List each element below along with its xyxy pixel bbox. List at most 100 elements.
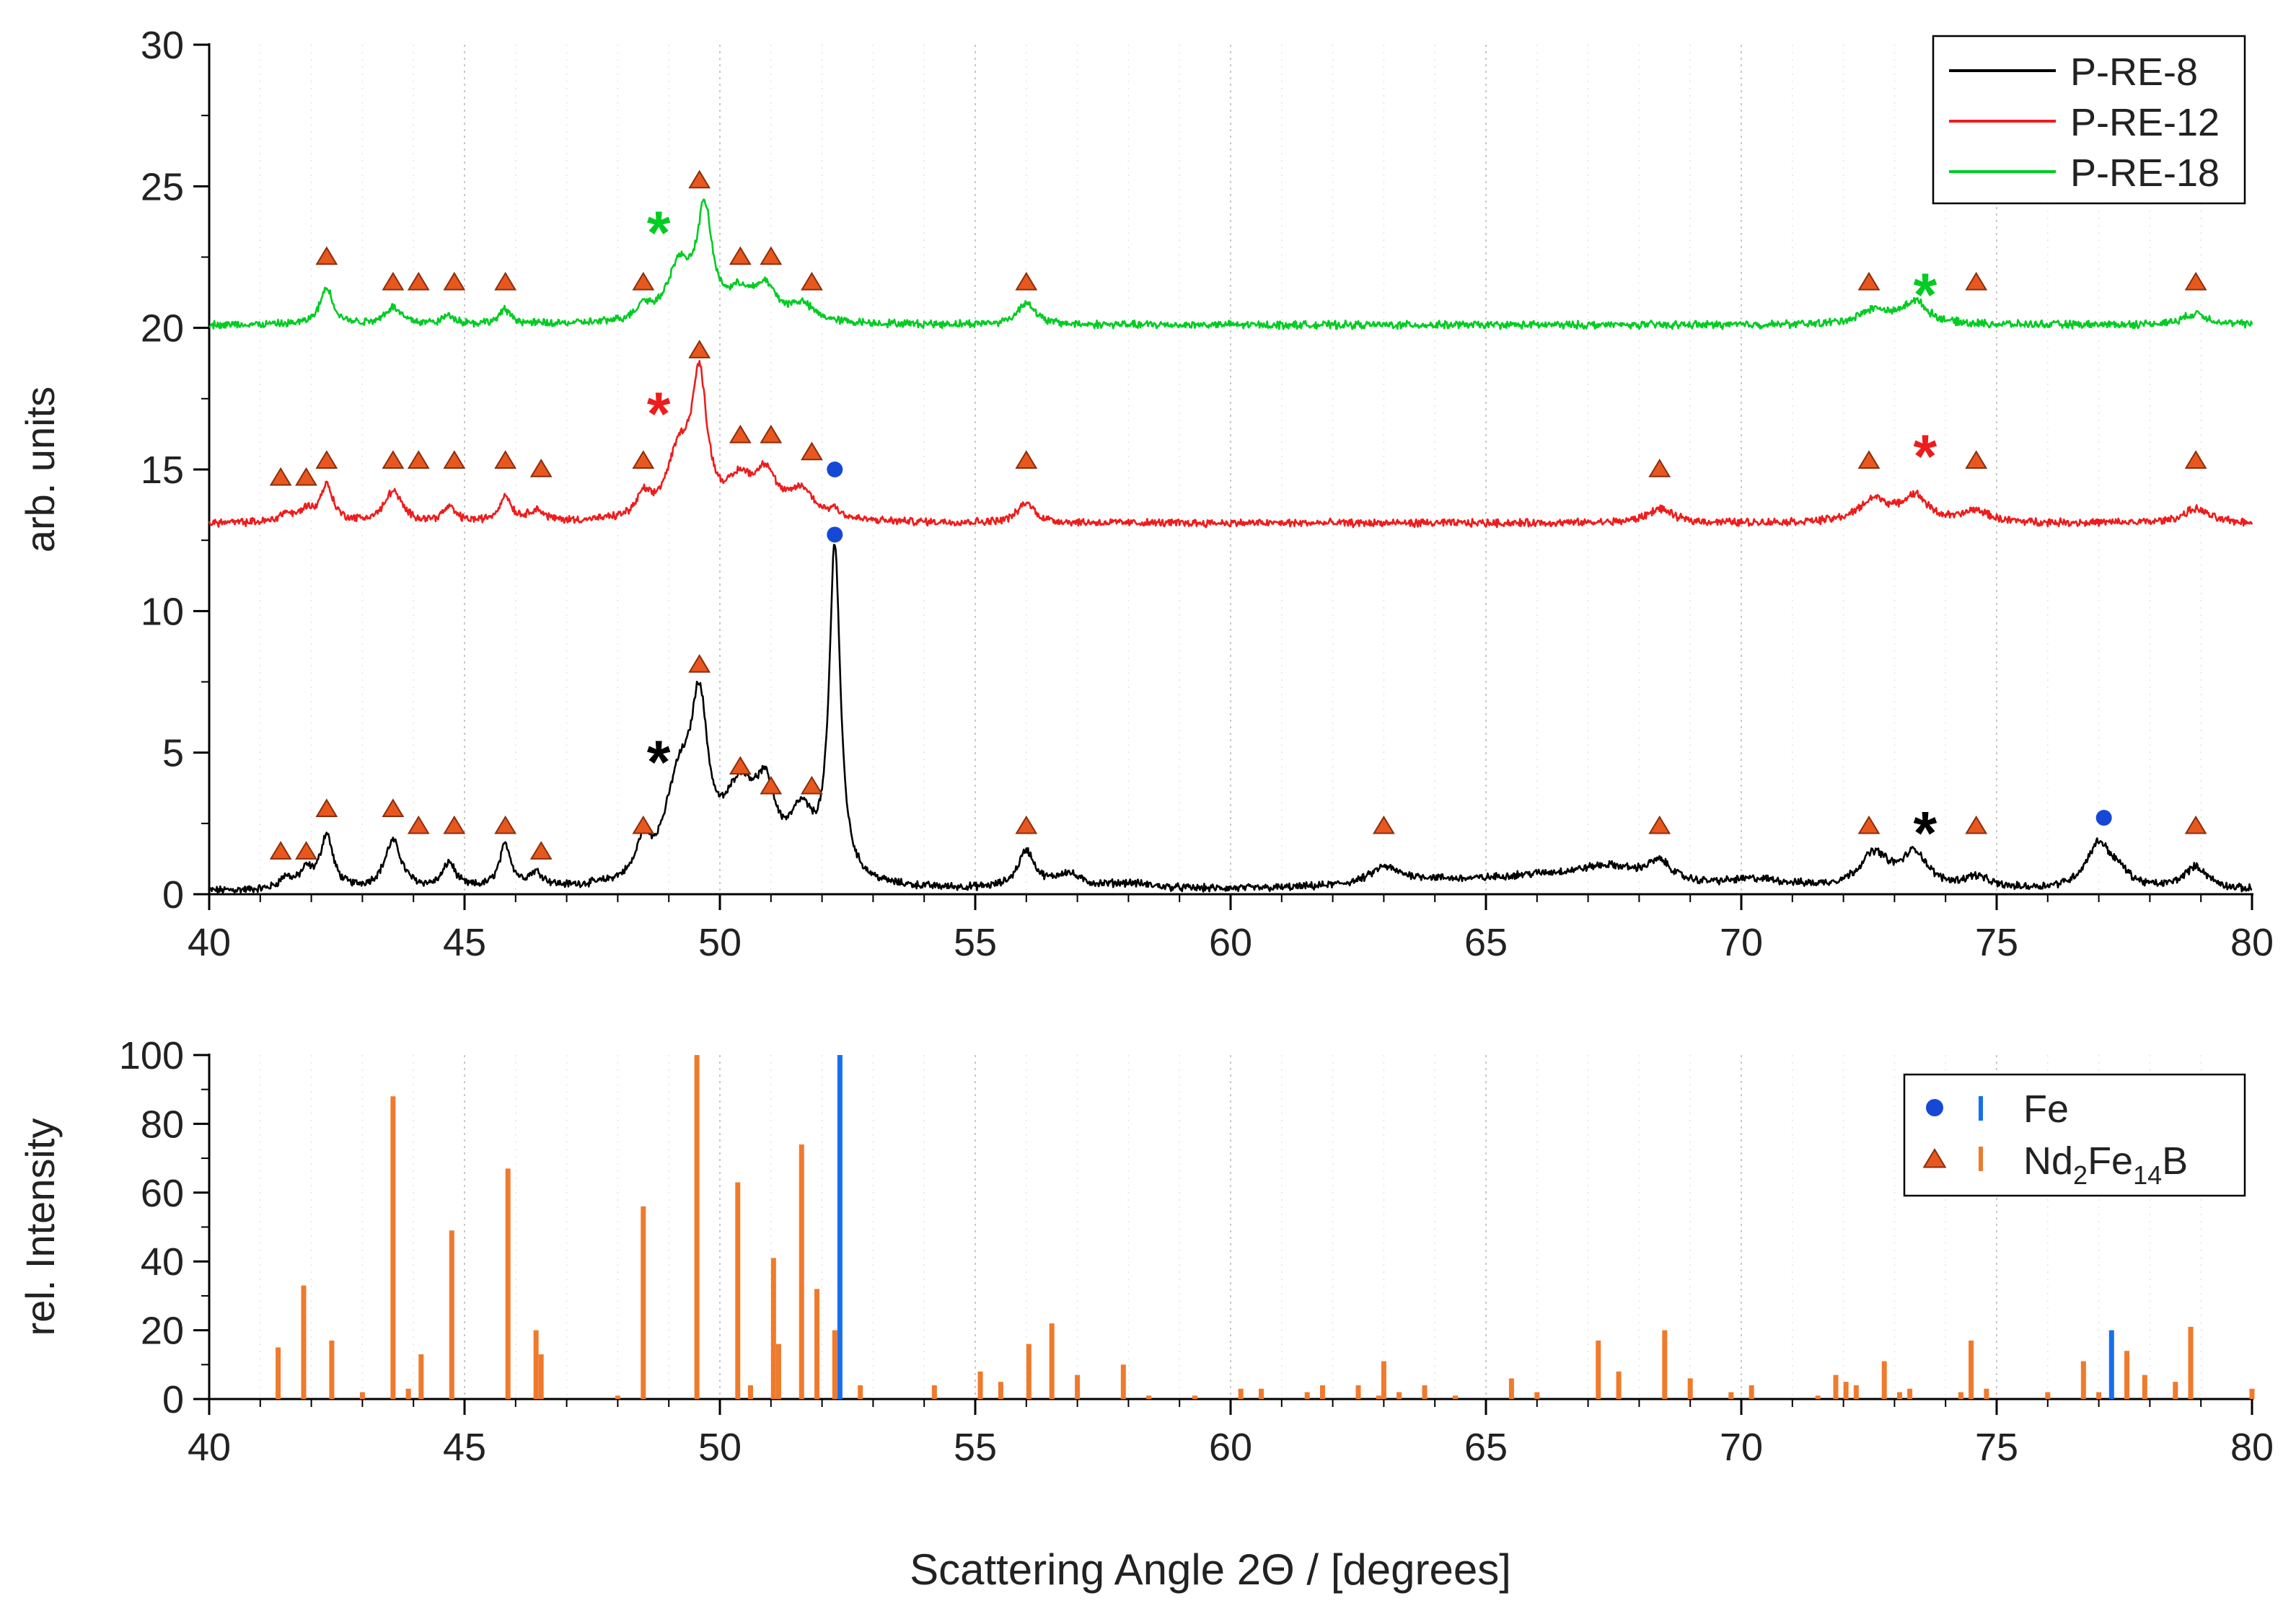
nd2fe14b-peak-marker xyxy=(1015,815,1038,834)
legend-label-nd2fe14b: Nd2Fe14B xyxy=(2023,1139,2188,1190)
top-y-tick-label: 5 xyxy=(162,732,184,775)
top-x-tick-label: 55 xyxy=(954,921,997,964)
nd2fe14b-peak-marker xyxy=(494,271,517,291)
legend-label-fe: Fe xyxy=(2023,1087,2069,1131)
nd2fe14b-reference-bar xyxy=(1749,1385,1754,1399)
nd2fe14b-reference-bar xyxy=(1508,1378,1514,1399)
nd2fe14b-peak-marker xyxy=(407,815,430,834)
nd2fe14b-reference-bar xyxy=(2096,1392,2102,1399)
nd2fe14b-peak-marker xyxy=(1648,815,1671,834)
nd2fe14b-reference-bar xyxy=(538,1354,544,1399)
nd2fe14b-reference-bar xyxy=(1381,1361,1386,1399)
nd2fe14b-reference-bar xyxy=(1355,1385,1361,1399)
bottom-y-tick-label: 60 xyxy=(141,1172,184,1215)
top-x-tick-label: 65 xyxy=(1464,921,1508,964)
nd2fe14b-peak-marker xyxy=(443,815,466,834)
bottom-y-tick-label: 100 xyxy=(119,1034,184,1077)
nd2fe14b-peak-marker xyxy=(801,271,823,291)
nd2fe14b-peak-marker xyxy=(1015,271,1038,291)
bottom-y-tick-label: 0 xyxy=(162,1378,184,1421)
nd2fe14b-reference-bar xyxy=(858,1385,863,1399)
top-x-tick-label: 45 xyxy=(443,921,486,964)
nd2fe14b-reference-bar xyxy=(799,1144,804,1399)
nd2fe14b-peak-marker xyxy=(295,841,317,860)
bottom-legend-box xyxy=(1903,1073,2246,1197)
nd2fe14b-reference-bar xyxy=(505,1168,511,1399)
bottom-x-tick-label: 70 xyxy=(1720,1426,1763,1469)
legend-nd2fe14b-bar xyxy=(1979,1147,1983,1171)
series-line-P-RE-12 xyxy=(208,360,2253,529)
nd2fe14b-peak-marker xyxy=(407,271,430,291)
nd2fe14b-reference-bar xyxy=(775,1344,781,1399)
nd2fe14b-reference-bar xyxy=(1662,1330,1668,1399)
bottom-x-tick-label: 75 xyxy=(1975,1426,2018,1469)
bottom-x-tick-label: 65 xyxy=(1464,1426,1508,1469)
nd2fe14b-reference-bar xyxy=(832,1330,837,1399)
nd2fe14b-reference-bar xyxy=(1534,1392,1540,1399)
nd2fe14b-peak-marker xyxy=(1857,815,1881,834)
nd2fe14b-reference-bar xyxy=(2080,1361,2086,1399)
legend-label-P-RE-18: P-RE-18 xyxy=(2070,151,2220,195)
nd2fe14b-reference-bar xyxy=(1596,1340,1601,1399)
top-y-tick-label: 25 xyxy=(141,165,184,208)
nd2fe14b-reference-bar xyxy=(1969,1340,1974,1399)
nd2fe14b-reference-bar xyxy=(1304,1392,1310,1399)
nd2fe14b-reference-bar xyxy=(2173,1382,2178,1399)
nd2fe14b-reference-bar xyxy=(998,1382,1003,1399)
bottom-x-tick-label: 55 xyxy=(954,1426,997,1469)
nd2fe14b-peak-marker xyxy=(382,798,405,817)
nd2fe14b-reference-bar xyxy=(1833,1375,1839,1399)
nd2fe14b-peak-marker xyxy=(688,340,711,358)
legend-nd2fe14b-marker xyxy=(1922,1148,1947,1168)
nd2fe14b-peak-marker xyxy=(529,459,553,477)
nd2fe14b-reference-bar xyxy=(1907,1388,1913,1399)
nd2fe14b-reference-bar xyxy=(2249,1388,2255,1399)
nd2fe14b-reference-bar xyxy=(931,1385,937,1399)
legend-label-part: B xyxy=(2162,1139,2188,1183)
nd2fe14b-reference-bar xyxy=(1026,1344,1032,1399)
nd2fe14b-reference-bar xyxy=(1881,1361,1887,1399)
nd2fe14b-peak-marker xyxy=(632,450,655,469)
nd2fe14b-reference-bar xyxy=(770,1258,776,1399)
nd2fe14b-reference-bar xyxy=(1192,1395,1197,1399)
nd2fe14b-reference-bar xyxy=(1146,1395,1152,1399)
top-legend: P-RE-8 P-RE-12 P-RE-18 xyxy=(1932,35,2246,205)
nd2fe14b-peak-marker xyxy=(1965,815,1988,834)
nd2fe14b-peak-marker xyxy=(632,271,655,291)
nd2fe14b-peak-marker xyxy=(269,841,292,860)
nd2fe14b-reference-bar xyxy=(1258,1388,1264,1399)
legend-label-P-RE-12: P-RE-12 xyxy=(2070,101,2220,144)
nd2fe14b-reference-bar xyxy=(1422,1385,1428,1399)
star-annotation: * xyxy=(647,380,671,448)
top-x-tick-label: 75 xyxy=(1975,921,2018,964)
legend-fe-marker xyxy=(1926,1099,1943,1116)
series-line-P-RE-18 xyxy=(208,198,2253,330)
nd2fe14b-reference-bar xyxy=(1728,1392,1734,1399)
bottom-y-axis-label: rel. Intensity xyxy=(17,1119,63,1336)
top-y-tick-label: 10 xyxy=(141,590,184,633)
nd2fe14b-reference-bar xyxy=(533,1330,539,1399)
nd2fe14b-peak-marker xyxy=(632,815,655,834)
nd2fe14b-reference-bar xyxy=(276,1347,281,1399)
nd2fe14b-reference-bar xyxy=(814,1289,820,1399)
legend-label-part: Fe xyxy=(2088,1139,2133,1183)
nd2fe14b-peak-marker xyxy=(494,450,517,469)
legend-label-part: 14 xyxy=(2133,1160,2162,1190)
fe-peak-marker xyxy=(827,462,843,477)
nd2fe14b-peak-marker xyxy=(494,815,517,834)
nd2fe14b-peak-marker xyxy=(688,653,711,673)
nd2fe14b-reference-bar xyxy=(641,1206,646,1399)
bottom-panel-reference-pattern: 40 45 50 55 60 65 70 75 80 0 20 40 60 80 100 rel. Inten… xyxy=(17,1034,2274,1469)
nd2fe14b-peak-marker xyxy=(1648,459,1671,477)
star-annotation: * xyxy=(647,198,671,266)
nd2fe14b-peak-marker xyxy=(382,271,405,291)
nd2fe14b-reference-bar xyxy=(747,1385,753,1399)
top-y-tick-label: 0 xyxy=(162,873,184,917)
nd2fe14b-peak-marker xyxy=(729,424,752,444)
nd2fe14b-reference-bar xyxy=(1396,1392,1402,1399)
nd2fe14b-reference-bar xyxy=(449,1230,454,1399)
star-annotation: * xyxy=(647,728,671,796)
nd2fe14b-reference-bar xyxy=(694,1055,700,1399)
